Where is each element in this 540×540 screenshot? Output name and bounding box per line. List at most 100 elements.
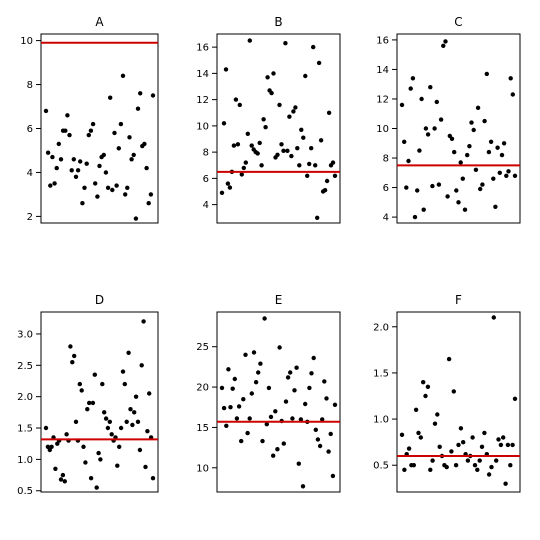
data-point — [496, 437, 501, 442]
panel-d: D 0.5 1.0 1.5 2.0 2.5 3.0 — [17, 293, 159, 497]
data-point — [241, 397, 246, 402]
panel-e: E 10 15 20 25 — [196, 293, 341, 493]
data-point — [275, 152, 280, 157]
data-point — [290, 416, 295, 421]
data-point — [133, 216, 139, 221]
data-point — [49, 444, 54, 449]
data-point — [505, 442, 511, 448]
data-point — [406, 158, 411, 164]
data-point — [437, 444, 442, 449]
data-point — [105, 185, 111, 190]
data-point — [298, 417, 304, 422]
data-point — [239, 172, 244, 177]
data-point — [53, 466, 58, 471]
data-point — [283, 41, 288, 46]
data-point — [482, 118, 487, 124]
data-point — [232, 376, 237, 382]
data-point — [479, 444, 485, 449]
data-point — [423, 126, 429, 131]
data-point — [100, 381, 105, 387]
data-point — [236, 404, 242, 409]
data-point — [470, 435, 475, 440]
data-point — [110, 187, 115, 193]
data-point — [108, 95, 113, 100]
data-point — [150, 476, 156, 481]
panel-c: C 4 6 8 10 12 14 16 — [376, 15, 521, 224]
data-point — [95, 194, 100, 199]
plot-frame — [40, 33, 159, 224]
data-point — [109, 432, 114, 437]
data-point — [249, 143, 254, 148]
data-point — [430, 458, 435, 463]
y-tick-label: 2.5 — [17, 361, 33, 372]
data-point — [79, 388, 84, 393]
data-point — [460, 176, 465, 181]
plot-frame — [396, 33, 521, 224]
data-point — [421, 380, 426, 385]
data-point — [432, 421, 438, 426]
data-point — [288, 370, 293, 375]
data-point — [411, 463, 416, 468]
data-point — [43, 108, 49, 114]
data-point — [86, 132, 92, 138]
data-point — [465, 152, 470, 158]
data-point — [309, 371, 314, 376]
data-point — [488, 139, 494, 144]
data-point — [102, 410, 107, 415]
data-point — [320, 417, 325, 422]
data-point — [71, 157, 77, 162]
data-point — [461, 440, 466, 445]
y-tick-label: 12 — [376, 94, 389, 105]
data-point — [67, 132, 72, 138]
data-point — [293, 105, 298, 110]
data-point — [425, 132, 431, 137]
data-point — [223, 67, 229, 72]
data-point — [62, 479, 67, 484]
data-point — [130, 422, 135, 428]
data-point — [257, 140, 262, 146]
data-point — [486, 149, 492, 155]
data-point — [438, 117, 444, 122]
data-point — [482, 430, 487, 436]
data-point — [141, 319, 146, 324]
data-point — [251, 350, 257, 355]
data-point — [493, 204, 498, 209]
data-point — [128, 407, 133, 412]
data-point — [69, 168, 74, 173]
data-point — [142, 141, 147, 147]
data-point — [504, 173, 509, 178]
data-point — [239, 438, 244, 444]
data-point — [285, 375, 291, 380]
data-point — [135, 106, 141, 111]
data-point — [253, 380, 259, 385]
data-point — [301, 135, 306, 140]
data-point — [449, 449, 454, 454]
data-point — [124, 419, 129, 424]
data-point — [425, 384, 431, 389]
y-tick-label: 0.5 — [373, 461, 389, 472]
data-point — [118, 121, 124, 127]
data-point — [473, 167, 479, 172]
data-point — [305, 173, 310, 178]
data-point — [434, 99, 439, 105]
data-point — [94, 485, 99, 490]
data-point — [287, 114, 292, 119]
data-point — [226, 367, 231, 372]
data-point — [413, 407, 419, 412]
data-point — [510, 92, 515, 97]
data-point — [98, 457, 103, 462]
data-point — [449, 136, 455, 141]
data-point — [303, 73, 308, 79]
data-point — [412, 214, 418, 220]
data-point — [112, 130, 117, 136]
data-point — [508, 463, 513, 468]
data-point — [70, 360, 75, 365]
data-point — [237, 102, 242, 108]
y-tick-label: 3.0 — [17, 329, 33, 340]
data-point — [417, 148, 422, 153]
data-point — [501, 435, 506, 440]
y-tick-label: 16 — [196, 43, 209, 54]
data-point — [443, 39, 448, 44]
data-point — [50, 154, 55, 160]
data-point — [510, 442, 515, 448]
